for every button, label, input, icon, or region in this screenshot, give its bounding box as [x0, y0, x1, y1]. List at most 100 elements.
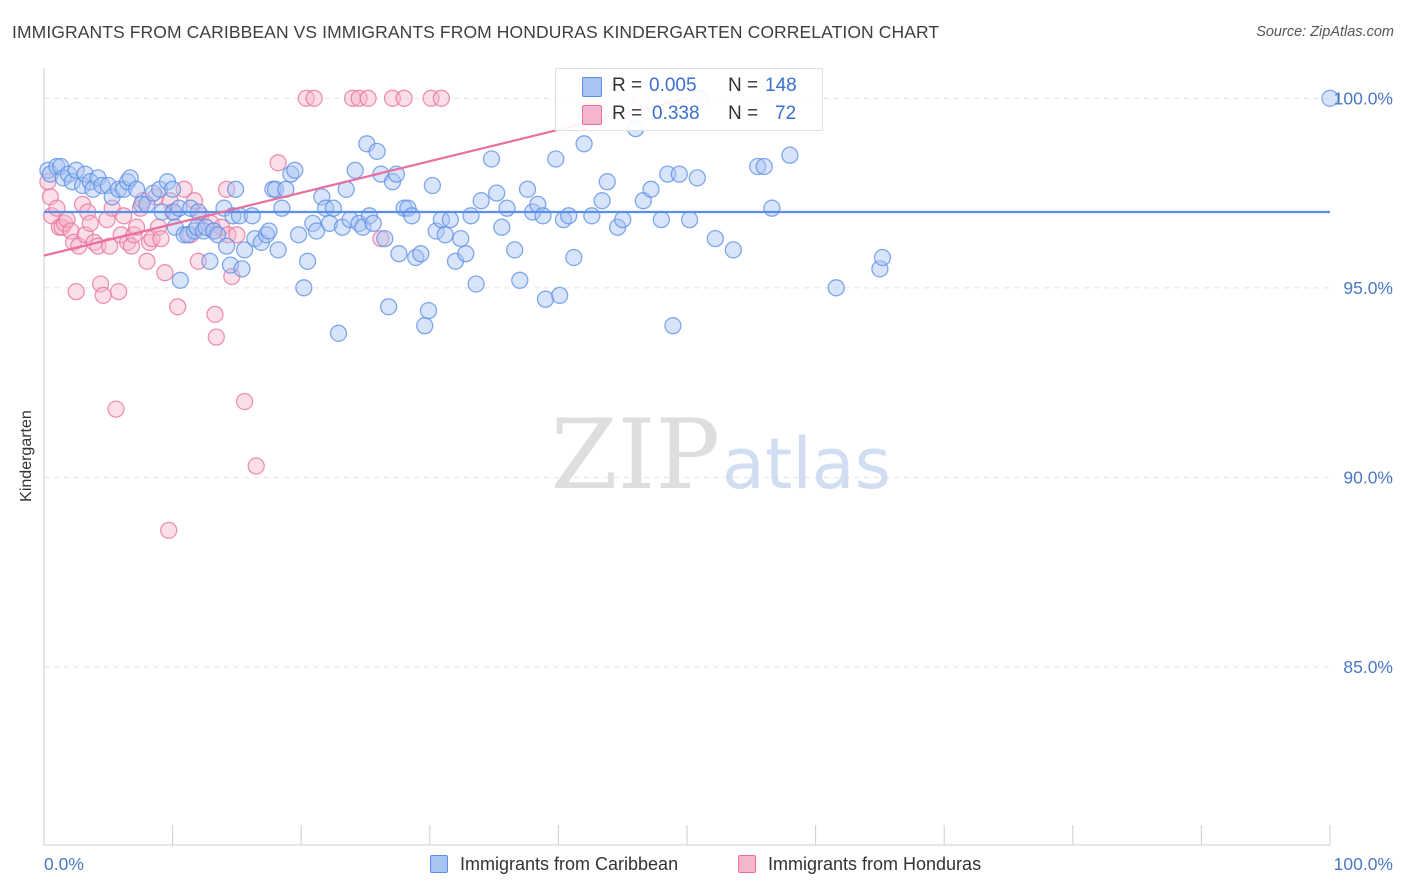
data-point — [93, 176, 111, 195]
data-point — [551, 286, 569, 305]
data-point — [152, 229, 170, 248]
axes — [43, 68, 1331, 846]
data-point — [416, 317, 434, 335]
data-point — [873, 248, 892, 267]
data-point — [419, 301, 438, 320]
y-tick-label-2: 90.0% — [1343, 467, 1393, 487]
x-tick-label-max: 100.0% — [1334, 854, 1393, 874]
data-point — [228, 226, 246, 244]
legend-swatch-caribbean — [430, 855, 448, 873]
data-point — [482, 150, 501, 168]
legend-row-honduras: R = 0.338 N = 72 — [556, 100, 822, 128]
data-point — [260, 222, 278, 240]
data-point — [755, 157, 773, 176]
data-point — [593, 192, 611, 210]
data-point — [169, 298, 187, 316]
legend-label-caribbean: Immigrants from Caribbean — [460, 853, 679, 874]
legend-n-value: 148 — [765, 75, 797, 96]
data-point — [493, 218, 511, 236]
data-point — [81, 214, 99, 233]
data-point — [235, 392, 254, 411]
data-point — [488, 184, 506, 202]
data-point — [583, 207, 601, 225]
data-point — [156, 264, 174, 282]
data-point — [749, 157, 767, 176]
data-point — [109, 282, 128, 301]
data-point — [226, 180, 245, 198]
legend-label-honduras: Immigrants from Honduras — [768, 853, 982, 874]
data-point — [307, 222, 326, 240]
data-point — [441, 210, 460, 229]
data-point — [575, 135, 593, 153]
data-point — [827, 279, 845, 297]
data-point — [642, 180, 660, 198]
series-honduras — [39, 89, 650, 540]
data-point — [376, 229, 394, 248]
data-point — [217, 180, 236, 198]
legend-n-label: N = — [728, 103, 759, 124]
y-tick-label-0: 100.0% — [1334, 88, 1393, 108]
data-point — [614, 210, 632, 229]
data-point — [498, 199, 516, 217]
data-point — [350, 89, 368, 107]
data-point — [518, 180, 537, 198]
data-point — [506, 241, 524, 259]
data-point — [329, 324, 348, 342]
data-point — [652, 210, 670, 229]
data-point — [298, 252, 317, 270]
data-point — [395, 89, 413, 107]
legend-r-label: R = — [612, 75, 643, 96]
data-point — [364, 214, 382, 233]
data-point — [171, 271, 189, 289]
data-point — [269, 154, 287, 172]
legend-row-caribbean: R = 0.005 N = 148 — [556, 72, 822, 100]
data-point — [706, 229, 724, 248]
data-point — [547, 150, 565, 168]
data-point — [100, 237, 119, 255]
data-point — [243, 207, 261, 225]
data-point — [313, 188, 331, 206]
data-point — [207, 328, 225, 346]
data-point — [452, 229, 470, 248]
data-point — [680, 210, 699, 229]
data-point — [286, 161, 304, 179]
data-point — [127, 180, 146, 198]
legend-swatch-honduras — [582, 105, 602, 125]
data-point — [457, 245, 475, 263]
data-point — [403, 207, 421, 225]
data-point — [235, 241, 254, 259]
data-point — [94, 286, 112, 305]
legend-n-value: 72 — [775, 103, 797, 124]
legend-r-label: R = — [612, 103, 643, 124]
x-tick-label-min: 0.0% — [44, 854, 84, 874]
series-caribbean — [39, 89, 1339, 342]
legend-r-value: 0.338 — [652, 103, 700, 124]
data-point — [511, 271, 529, 289]
data-point — [560, 207, 578, 225]
legend-item-caribbean: Immigrants from Caribbean — [430, 852, 678, 876]
data-point — [138, 252, 156, 270]
tick-labels: 100.0% 95.0% 90.0% 85.0% 0.0% 100.0% — [44, 88, 1393, 874]
data-point — [372, 229, 390, 248]
data-point — [201, 252, 219, 270]
data-point — [670, 165, 688, 183]
data-point — [664, 317, 682, 335]
data-point — [436, 226, 454, 244]
data-point — [67, 161, 85, 179]
stats-legend: R = 0.005 N = 148 R = 0.338 N = 72 — [555, 68, 823, 131]
legend-swatch-caribbean — [582, 77, 602, 97]
data-point — [233, 260, 251, 278]
data-point — [359, 89, 377, 107]
data-point — [295, 279, 313, 297]
legend-r-value: 0.005 — [649, 75, 697, 96]
chart-title: IMMIGRANTS FROM CARIBBEAN VS IMMIGRANTS … — [12, 22, 940, 42]
watermark-atlas: atlas — [722, 423, 891, 505]
data-point — [67, 282, 85, 301]
chart-source: Source: ZipAtlas.com — [1256, 24, 1394, 40]
data-point — [763, 199, 781, 217]
watermark-zip: ZIP — [551, 399, 720, 511]
data-point — [289, 226, 308, 244]
legend-item-honduras: Immigrants from Honduras — [738, 852, 981, 876]
legend-swatch-honduras — [738, 855, 756, 873]
data-point — [217, 237, 236, 255]
